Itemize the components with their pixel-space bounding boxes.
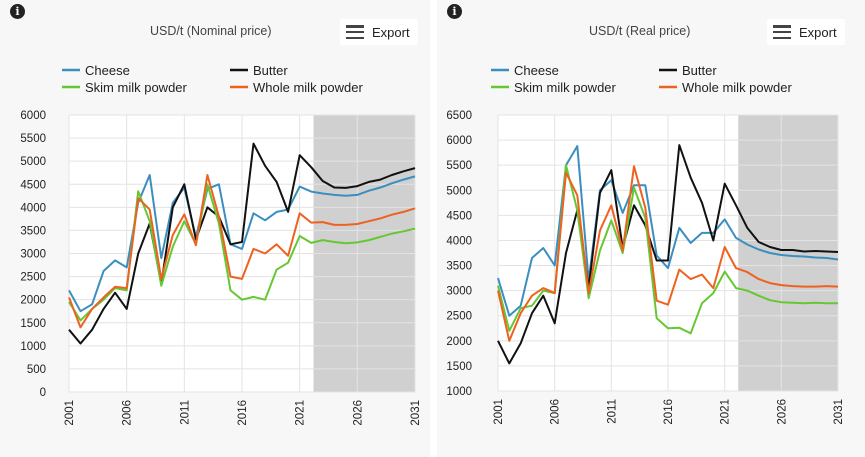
x-tick-label: 2026 <box>776 399 788 425</box>
legend-label: Cheese <box>85 63 130 78</box>
export-button[interactable]: Export <box>767 19 845 45</box>
x-tick-label: 2031 <box>833 399 845 425</box>
y-tick-label: 2500 <box>20 272 46 284</box>
x-tick-label: 2026 <box>352 400 364 426</box>
y-tick-label: 5500 <box>20 133 46 145</box>
legend-item: Cheese <box>62 63 130 78</box>
legend-item: Butter <box>659 63 717 78</box>
legend-label: Skim milk powder <box>514 80 617 95</box>
info-circle-icon[interactable]: i <box>447 4 462 19</box>
chart-panel-nominal: i USD/t (Nominal price) Export 0 500 1000 1… <box>0 0 430 457</box>
legend-item: Whole milk powder <box>659 80 792 95</box>
info-circle-icon[interactable]: i <box>10 4 25 19</box>
x-axis: 2001 2006 2011 2016 2021 2026 2031 <box>64 400 422 426</box>
series-line-cheese <box>497 145 839 317</box>
chart-title: USD/t (Nominal price) <box>150 24 272 38</box>
y-tick-label: 3500 <box>446 261 472 273</box>
line-chart-real: 1000 1500 2000 2500 3000 3500 4000 4500 5000 5500… <box>446 63 845 425</box>
hamburger-menu-icon <box>773 25 791 39</box>
y-tick-label: 1000 <box>20 341 46 353</box>
y-tick-label: 3500 <box>20 225 46 237</box>
series-line-skim-milk-powder <box>68 183 416 322</box>
y-tick-label: 2500 <box>446 311 472 323</box>
series-line-butter <box>68 142 416 345</box>
legend-label: Skim milk powder <box>85 80 188 95</box>
x-axis: 2001 2006 2011 2016 2021 2026 2031 <box>493 399 845 425</box>
legend-item: Skim milk powder <box>62 80 188 95</box>
y-tick-label: 5500 <box>446 160 472 172</box>
y-tick-label: 0 <box>40 387 46 399</box>
legend-label: Whole milk powder <box>682 80 792 95</box>
y-tick-label: 6500 <box>446 110 472 122</box>
projection-shading <box>738 115 838 391</box>
hamburger-menu-icon <box>346 25 364 39</box>
x-tick-label: 2001 <box>493 399 505 425</box>
x-tick-label: 2006 <box>122 400 134 426</box>
y-tick-label: 5000 <box>20 156 46 168</box>
export-label: Export <box>799 24 837 40</box>
y-tick-label: 4000 <box>446 235 472 247</box>
series-line-whole-milk-powder <box>497 165 839 342</box>
y-tick-label: 1000 <box>446 386 472 398</box>
y-tick-label: 1500 <box>446 361 472 373</box>
y-tick-label: 6000 <box>446 135 472 147</box>
legend-label: Butter <box>253 63 288 78</box>
x-tick-label: 2011 <box>606 399 618 424</box>
x-tick-label: 2021 <box>295 400 307 426</box>
legend-label: Whole milk powder <box>253 80 363 95</box>
y-tick-label: 1500 <box>20 318 46 330</box>
y-tick-label: 2000 <box>446 336 472 348</box>
y-tick-label: 500 <box>27 364 46 376</box>
y-tick-label: 2000 <box>20 295 46 307</box>
x-tick-label: 2031 <box>410 400 422 426</box>
y-tick-label: 4500 <box>20 179 46 191</box>
legend-label: Cheese <box>514 63 559 78</box>
legend-item: Cheese <box>491 63 559 78</box>
line-chart-nominal: 0 500 1000 1500 2000 2500 3000 3500 4000 4500 5000… <box>20 63 422 426</box>
x-tick-label: 2011 <box>179 400 191 425</box>
legend-item: Skim milk powder <box>491 80 617 95</box>
x-tick-label: 2021 <box>720 399 732 425</box>
series-line-whole-milk-powder <box>68 174 416 329</box>
y-tick-label: 3000 <box>446 286 472 298</box>
legend-item: Butter <box>230 63 288 78</box>
x-tick-label: 2016 <box>237 400 249 426</box>
legend-label: Butter <box>682 63 717 78</box>
y-tick-label: 3000 <box>20 249 46 261</box>
chart-title: USD/t (Real price) <box>589 24 691 38</box>
legend-item: Whole milk powder <box>230 80 363 95</box>
export-label: Export <box>372 24 410 40</box>
y-tick-label: 4000 <box>20 202 46 214</box>
y-tick-label: 6000 <box>20 110 46 122</box>
y-tick-label: 5000 <box>446 185 472 197</box>
y-tick-label: 4500 <box>446 210 472 222</box>
x-tick-label: 2006 <box>550 399 562 425</box>
chart-panel-real: i USD/t (Real price) Export 1000 1500 2000… <box>437 0 865 457</box>
x-tick-label: 2001 <box>64 400 76 426</box>
y-axis: 0 500 1000 1500 2000 2500 3000 3500 4000 4500 5000… <box>20 110 46 399</box>
x-tick-label: 2016 <box>663 399 675 425</box>
series-line-cheese <box>68 174 416 313</box>
series-line-butter <box>497 144 839 365</box>
export-button[interactable]: Export <box>340 19 418 45</box>
y-axis: 1000 1500 2000 2500 3000 3500 4000 4500 5000 5500… <box>446 110 472 398</box>
